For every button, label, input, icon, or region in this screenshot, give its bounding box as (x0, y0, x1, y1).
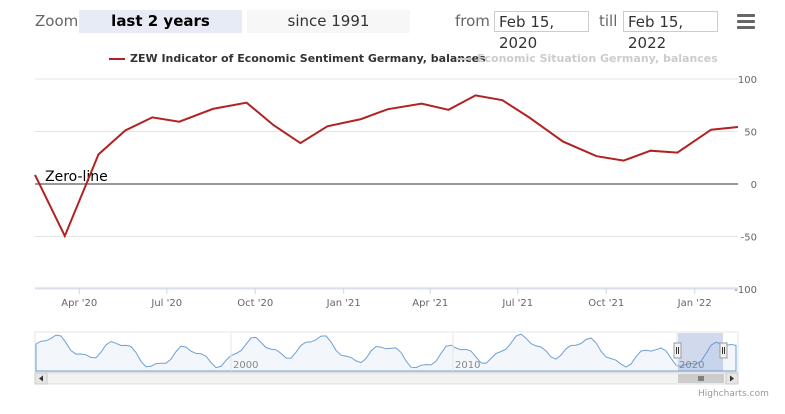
till-date-input[interactable]: Feb 15, 2022 (623, 11, 718, 52)
navigator-selection[interactable] (678, 333, 723, 371)
x-tick-label: Apr '21 (412, 298, 448, 309)
x-tick-label: Oct '20 (237, 298, 273, 309)
legend-item-zew-sentiment[interactable]: ZEW Indicator of Economic Sentiment Germ… (109, 52, 486, 65)
navigator[interactable]: 2000 2010 2020 (34, 331, 739, 373)
from-label: from (455, 12, 490, 30)
navigator-year-2020: 2020 (679, 360, 704, 371)
hamburger-menu-icon[interactable] (737, 14, 755, 30)
legend-swatch (456, 58, 472, 60)
y-tick-label: 0 (751, 180, 757, 191)
scrollbar[interactable] (34, 372, 739, 385)
x-tick-label: Jul '20 (150, 298, 182, 309)
x-tick-label: Jan '21 (326, 298, 361, 309)
scrollbar-thumb[interactable] (678, 374, 724, 383)
x-tick-label: Apr '20 (61, 298, 97, 309)
legend-label: ZEW Indicator of Economic Sentiment Germ… (130, 52, 486, 65)
legend-swatch (109, 58, 125, 60)
legend-label: Economic Situation Germany, balances (477, 52, 718, 65)
scrollbar-grip-icon (698, 376, 704, 381)
highcharts-credits[interactable]: Highcharts.com (698, 389, 769, 399)
legend-item-economic-situation[interactable]: Economic Situation Germany, balances (456, 52, 718, 65)
navigator-series (35, 333, 737, 372)
y-tick-label: 100 (738, 75, 757, 86)
zoom-label: Zoom (35, 12, 79, 30)
y-tick-label: -100 (734, 285, 757, 296)
zero-line-label: Zero-line (45, 169, 108, 185)
zoom-since-1991-button[interactable]: since 1991 (247, 10, 410, 33)
series-line-zew (34, 94, 739, 239)
till-label: till (599, 12, 618, 30)
navigator-right-handle[interactable] (719, 342, 728, 359)
y-tick-label: 50 (744, 128, 757, 139)
navigator-left-handle[interactable] (673, 342, 682, 359)
navigator-year-2010: 2010 (455, 360, 480, 371)
scrollbar-right-button[interactable] (725, 372, 739, 385)
zoom-last-2-years-button[interactable]: last 2 years (79, 10, 242, 33)
y-tick-label: -50 (741, 233, 757, 244)
from-date-input[interactable]: Feb 15, 2020 (494, 11, 589, 52)
navigator-year-2000: 2000 (233, 360, 258, 371)
scroll-left-icon (39, 375, 43, 382)
x-tick-label: Jan '22 (677, 298, 712, 309)
scrollbar-left-button[interactable] (34, 372, 48, 385)
scroll-right-icon (730, 375, 734, 382)
x-tick-label: Jul '21 (501, 298, 533, 309)
x-tick-label: Oct '21 (588, 298, 624, 309)
